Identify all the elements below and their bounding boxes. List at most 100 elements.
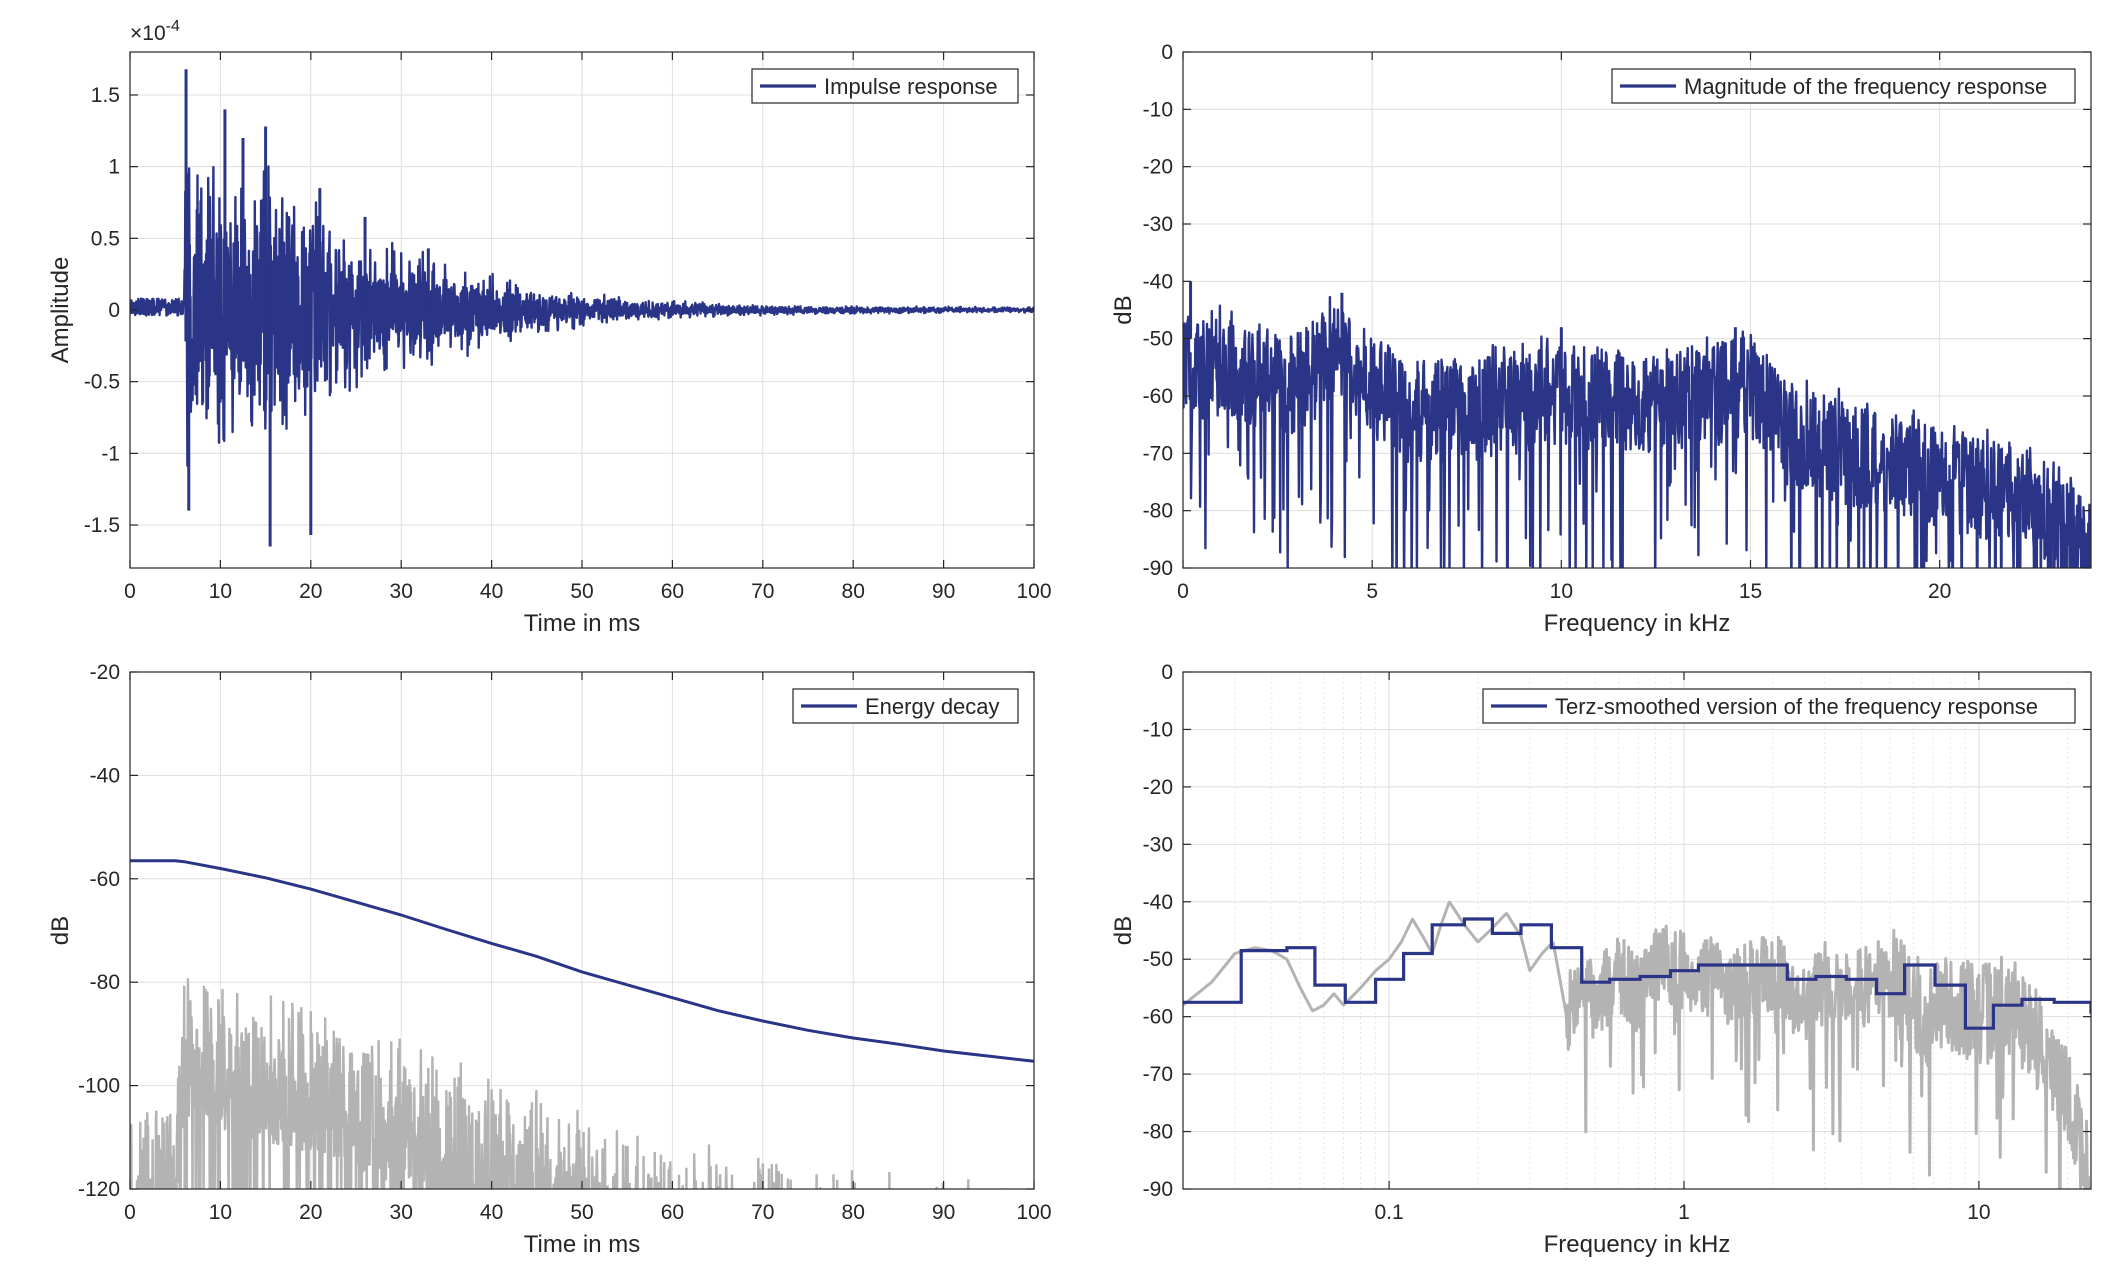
y-tick-label: -80 <box>90 971 120 994</box>
x-tick-label: 15 <box>1739 580 1762 603</box>
legend-entry: Energy decay <box>865 694 1000 719</box>
y-tick-label: -1 <box>101 442 120 465</box>
axes-frame <box>1182 51 2092 569</box>
x-tick-label: 10 <box>1967 1201 1990 1224</box>
series-layer <box>1183 281 2091 568</box>
series-layer <box>130 69 1034 547</box>
ticks: 0 10 20 30 40 50 60 70 80 90 100 -1.5 -1 -0.5 0 0.5 1 1.5 <box>84 52 1052 603</box>
y-tick-label: -120 <box>78 1178 120 1201</box>
y-tick-label: -80 <box>1143 500 1173 523</box>
series-frequency-magnitude <box>1183 295 2091 568</box>
series-impulse-response <box>130 165 1034 467</box>
y-tick-label: -70 <box>1143 1063 1173 1086</box>
x-tick-label: 0 <box>1177 580 1189 603</box>
chart-energy-decay: 0 10 20 30 40 50 60 70 80 90 100 -20 -40 -60 -80 -100 -1… <box>47 661 1052 1258</box>
ticks: 0.1 1 10 0 -10 -20 -30 -40 -50 -60 -70 -80 -90 <box>1143 661 2091 1224</box>
y-tick-label: -90 <box>1143 557 1173 580</box>
x-tick-label: 100 <box>1016 580 1051 603</box>
y-tick-label: -30 <box>1143 213 1173 236</box>
y-tick-label: -20 <box>90 661 120 684</box>
y-tick-label: -20 <box>1143 156 1173 179</box>
legend: Energy decay <box>792 688 1019 724</box>
legend-entry: Terz-smoothed version of the frequency r… <box>1555 694 2038 719</box>
y-tick-label: -10 <box>1143 98 1173 121</box>
x-tick-label: 90 <box>932 1201 955 1224</box>
y-tick-label: -0.5 <box>84 371 120 394</box>
x-tick-label: 20 <box>299 1201 322 1224</box>
x-tick-label: 10 <box>1550 580 1573 603</box>
series-energy-decay <box>130 859 1034 1063</box>
x-tick-label: 100 <box>1016 1201 1051 1224</box>
x-axis-label: Time in ms <box>524 1231 640 1258</box>
y-tick-label: 0 <box>1161 661 1173 684</box>
x-tick-label: 5 <box>1366 580 1378 603</box>
y-axis-label: dB <box>1110 916 1137 945</box>
x-tick-label: 0 <box>124 580 136 603</box>
y-tick-label: 1 <box>108 156 120 179</box>
y-tick-label: -100 <box>78 1075 120 1098</box>
series-terz-raw <box>1183 900 2091 1189</box>
y-tick-label: -40 <box>1143 270 1173 293</box>
y-tick-label: -20 <box>1143 776 1173 799</box>
x-tick-label: 40 <box>480 1201 503 1224</box>
x-tick-label: 20 <box>299 580 322 603</box>
y-exponent-label: ×10-4 <box>130 18 180 45</box>
chart-frequency-magnitude: 0 5 10 15 20 0 -10 -20 -30 -40 -50 -60 -70 -80 -90 Freq… <box>1110 41 2092 637</box>
y-tick-label: -60 <box>90 868 120 891</box>
y-tick-label: -50 <box>1143 328 1173 351</box>
legend: Magnitude of the frequency response <box>1611 68 2076 104</box>
grid <box>1182 671 2091 1190</box>
series-layer <box>1183 900 2091 1189</box>
x-tick-label: 70 <box>751 580 774 603</box>
x-tick-label: 1 <box>1678 1201 1690 1224</box>
x-tick-label: 20 <box>1928 580 1951 603</box>
y-tick-label: 1.5 <box>91 84 120 107</box>
y-tick-label: -40 <box>90 764 120 787</box>
series-layer <box>130 859 1034 1189</box>
x-tick-label: 60 <box>661 580 684 603</box>
chart-impulse-response: 0 10 20 30 40 50 60 70 80 90 100 -1.5 -1 -0.5 0 0.5 1 1.5… <box>47 18 1052 637</box>
y-tick-label: -80 <box>1143 1121 1173 1144</box>
x-tick-label: 10 <box>209 580 232 603</box>
x-tick-label: 30 <box>390 1201 413 1224</box>
x-tick-label: 0.1 <box>1375 1201 1404 1224</box>
x-tick-label: 80 <box>842 1201 865 1224</box>
y-tick-label: -1.5 <box>84 514 120 537</box>
y-tick-label: 0.5 <box>91 227 120 250</box>
legend-entry: Impulse response <box>824 74 998 99</box>
y-tick-label: -70 <box>1143 442 1173 465</box>
x-axis-label: Frequency in kHz <box>1544 610 1731 637</box>
y-axis-label: dB <box>1110 295 1137 324</box>
x-tick-label: 10 <box>209 1201 232 1224</box>
y-tick-label: -60 <box>1143 385 1173 408</box>
y-tick-label: -30 <box>1143 833 1173 856</box>
x-tick-label: 50 <box>570 580 593 603</box>
series-energy-raw <box>130 978 1009 1189</box>
y-tick-label: 0 <box>1161 41 1173 64</box>
y-tick-label: -60 <box>1143 1006 1173 1029</box>
chart-terz-smoothed-response: 0.1 1 10 0 -10 -20 -30 -40 -50 -60 -70 -80 -90 Freque… <box>1110 661 2092 1258</box>
legend-box <box>1611 68 2076 104</box>
y-axis-label: dB <box>47 916 74 945</box>
x-tick-label: 70 <box>751 1201 774 1224</box>
y-tick-label: 0 <box>108 299 120 322</box>
x-tick-label: 90 <box>932 580 955 603</box>
legend-entry: Magnitude of the frequency response <box>1684 74 2047 99</box>
ticks: 0 5 10 15 20 0 -10 -20 -30 -40 -50 -60 -70 -80 -90 <box>1143 41 2091 603</box>
x-tick-label: 80 <box>842 580 865 603</box>
plot-area <box>1183 672 2091 1189</box>
ticks: 0 10 20 30 40 50 60 70 80 90 100 -20 -40 -60 -80 -100 -1… <box>78 661 1052 1224</box>
y-exponent-power: -4 <box>166 18 180 35</box>
x-tick-label: 50 <box>570 1201 593 1224</box>
axes-frame <box>1182 671 2092 1190</box>
x-tick-label: 40 <box>480 580 503 603</box>
x-tick-label: 0 <box>124 1201 136 1224</box>
series-terz-smoothed <box>1183 917 2091 1030</box>
legend: Impulse response <box>751 68 1019 104</box>
x-axis-label: Time in ms <box>524 610 640 637</box>
x-tick-label: 60 <box>661 1201 684 1224</box>
y-tick-label: -10 <box>1143 718 1173 741</box>
y-tick-label: -50 <box>1143 948 1173 971</box>
y-axis-label: Amplitude <box>47 257 74 364</box>
